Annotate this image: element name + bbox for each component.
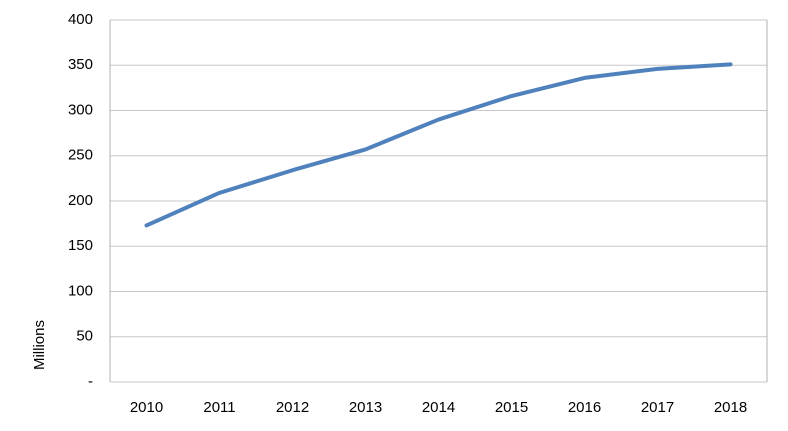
x-tick-label: 2014 [422,399,455,416]
x-tick-label: 2018 [714,399,747,416]
y-tick-label: 250 [68,147,93,164]
y-tick-label: - [88,373,93,390]
y-axis-label: Millions [31,320,48,370]
x-tick-label: 2012 [276,399,309,416]
y-tick-label: 200 [68,192,93,209]
x-tick-label: 2010 [130,399,163,416]
y-tick-label: 150 [68,237,93,254]
x-tick-label: 2017 [641,399,674,416]
y-tick-label: 100 [68,282,93,299]
y-tick-label: 400 [68,11,93,28]
y-tick-label: 50 [76,328,93,345]
x-tick-label: 2015 [495,399,528,416]
x-tick-label: 2013 [349,399,382,416]
x-tick-label: 2016 [568,399,601,416]
y-tick-label: 350 [68,56,93,73]
x-tick-label: 2011 [203,399,235,416]
line-series [144,62,733,228]
y-tick-label: 300 [68,101,93,118]
